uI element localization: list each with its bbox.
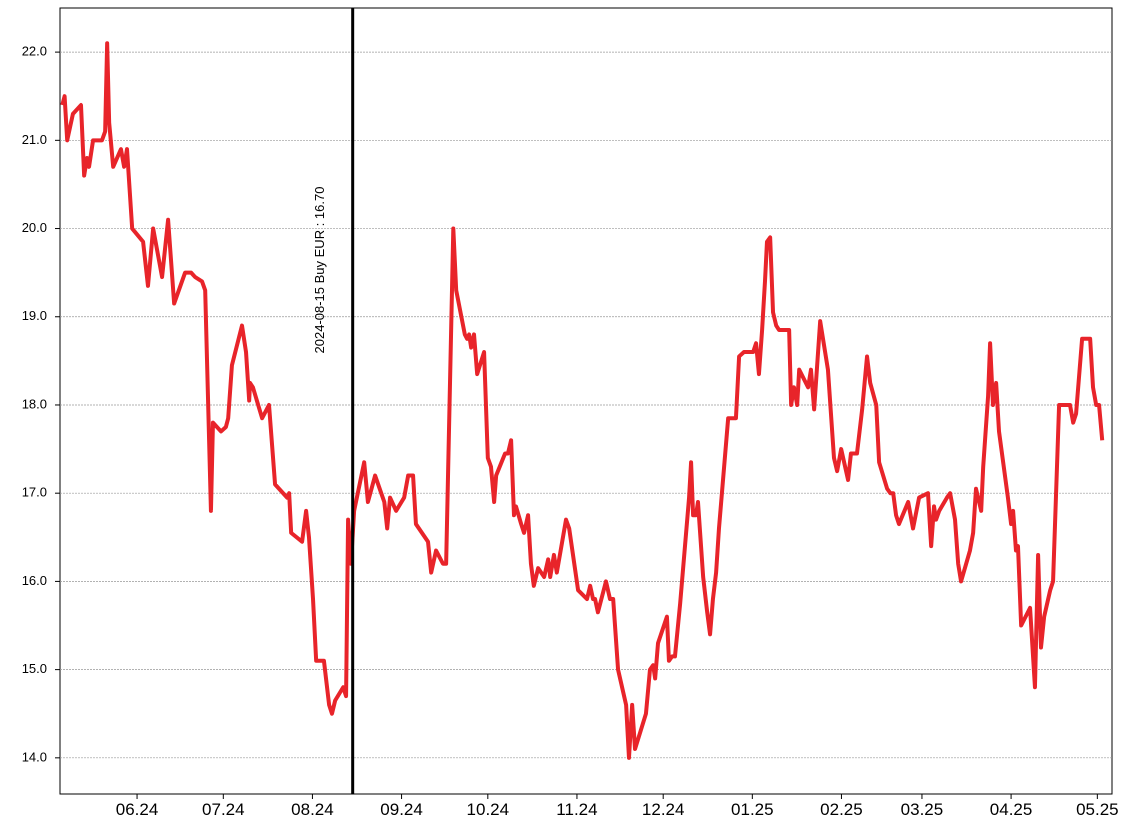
plot-frame [59,7,1113,795]
y-tick-label: 17.0 [22,485,47,500]
annotation-label: 2024-08-15 Buy EUR : 16.70 [312,187,327,354]
x-tick-label: 09.24 [380,800,423,819]
x-tick-label: 07.24 [202,800,245,819]
y-tick-label: 22.0 [22,44,47,59]
x-tick-label: 06.24 [116,800,159,819]
y-tick-label: 16.0 [22,573,47,588]
y-tick-label: 15.0 [22,661,47,676]
x-tick-label: 08.24 [291,800,334,819]
x-tick-label: 12.24 [642,800,685,819]
x-tick-label: 04.25 [990,800,1033,819]
y-tick-label: 20.0 [22,220,47,235]
x-tick-label: 02.25 [820,800,863,819]
price-line [60,41,1105,760]
x-tick-label: 11.24 [556,800,597,819]
x-tick-label: 10.24 [467,800,510,819]
y-tick-label: 14.0 [22,749,47,764]
y-tick-label: 18.0 [22,396,47,411]
x-tick-label: 01.25 [731,800,774,819]
y-tick-label: 21.0 [22,132,47,147]
x-tick-label: 05.25 [1076,800,1119,819]
y-tick-label: 19.0 [22,308,47,323]
x-tick-label: 03.25 [901,800,944,819]
